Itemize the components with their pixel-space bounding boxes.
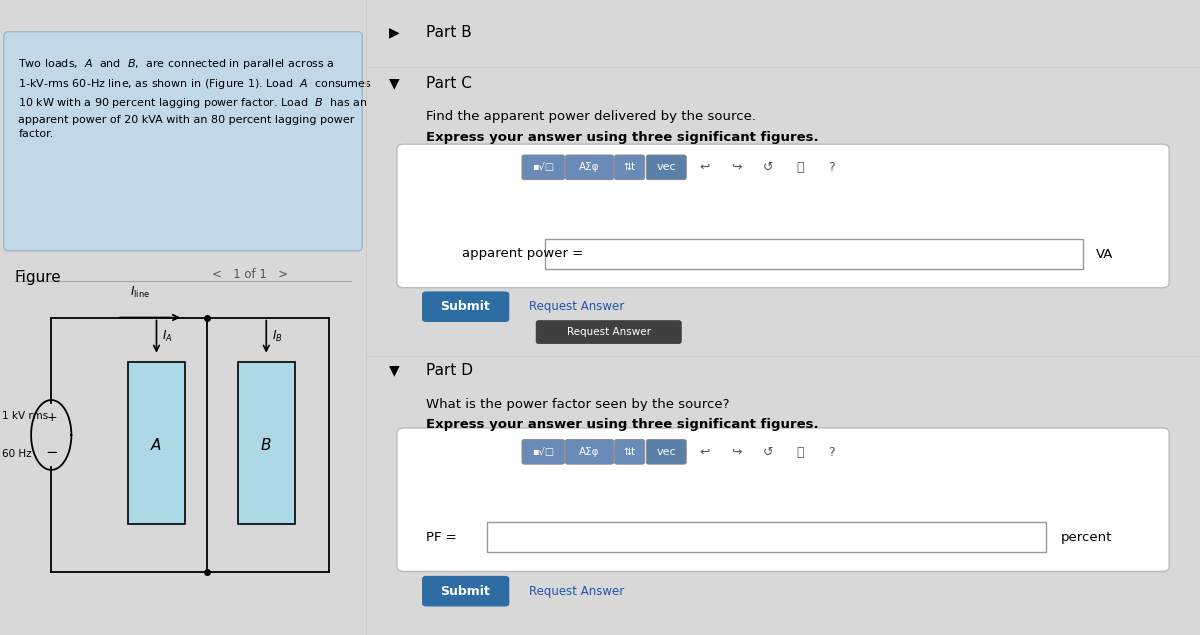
Text: What is the power factor seen by the source?: What is the power factor seen by the sou… [426,398,730,410]
FancyBboxPatch shape [522,439,564,464]
FancyBboxPatch shape [614,155,644,180]
Text: Submit: Submit [440,300,490,313]
Text: ?: ? [828,161,835,174]
Text: AΣφ: AΣφ [580,447,600,457]
Text: Find the apparent power delivered by the source.: Find the apparent power delivered by the… [426,110,756,123]
Text: apparent power =: apparent power = [462,248,583,260]
Text: 60 Hz: 60 Hz [2,449,31,459]
Text: PF =: PF = [426,531,457,544]
Text: Part D: Part D [426,363,473,378]
FancyBboxPatch shape [128,362,185,524]
Text: Request Answer: Request Answer [529,300,624,313]
Text: ⬜: ⬜ [796,446,804,458]
Text: ▼: ▼ [389,363,400,377]
Text: Request Answer: Request Answer [529,585,624,598]
Text: ↩: ↩ [700,446,710,458]
FancyBboxPatch shape [238,362,295,524]
Text: ▶: ▶ [389,25,400,39]
Text: +: + [47,411,58,424]
Text: Part C: Part C [426,76,472,91]
Text: $A$: $A$ [150,436,162,453]
Text: ↩: ↩ [700,161,710,174]
Text: Express your answer using three significant figures.: Express your answer using three signific… [426,418,818,431]
Text: Express your answer using three significant figures.: Express your answer using three signific… [426,131,818,144]
Text: ⇅t: ⇅t [624,163,636,172]
FancyBboxPatch shape [536,321,682,344]
Text: Two loads,  $A$  and  $B$,  are connected in parallel across a
1-kV‑rms 60-Hz li: Two loads, $A$ and $B$, are connected in… [18,57,372,139]
FancyBboxPatch shape [614,439,644,464]
FancyBboxPatch shape [422,292,509,321]
Text: ▪√□: ▪√□ [532,447,554,457]
FancyBboxPatch shape [647,439,686,464]
FancyBboxPatch shape [487,522,1045,552]
Text: Part B: Part B [426,25,472,41]
FancyBboxPatch shape [545,239,1084,269]
Text: 1 kV rms: 1 kV rms [2,411,48,421]
Text: ⬜: ⬜ [796,161,804,174]
Text: percent: percent [1061,531,1112,544]
FancyBboxPatch shape [422,577,509,606]
Text: ↪: ↪ [731,161,742,174]
Text: $I_B$: $I_B$ [272,329,282,344]
Text: ↺: ↺ [763,446,773,458]
Text: Request Answer: Request Answer [566,327,650,337]
Text: ⇅t: ⇅t [624,447,636,457]
FancyBboxPatch shape [565,155,613,180]
Text: $I_A$: $I_A$ [162,329,173,344]
Text: ▼: ▼ [389,76,400,90]
FancyBboxPatch shape [647,155,686,180]
Text: ↪: ↪ [731,446,742,458]
FancyBboxPatch shape [397,428,1169,572]
FancyBboxPatch shape [4,32,362,251]
Text: AΣφ: AΣφ [580,163,600,172]
Text: ?: ? [828,446,835,458]
Text: $I_{\mathrm{line}}$: $I_{\mathrm{line}}$ [130,285,150,300]
Text: <   1 of 1   >: < 1 of 1 > [212,268,288,281]
Text: Figure: Figure [14,270,61,285]
Text: Submit: Submit [440,585,490,598]
Text: −: − [46,445,59,460]
Text: ↺: ↺ [763,161,773,174]
Text: vec: vec [656,447,676,457]
FancyBboxPatch shape [397,144,1169,288]
FancyBboxPatch shape [522,155,564,180]
FancyBboxPatch shape [565,439,613,464]
Text: $B$: $B$ [260,436,272,453]
Text: ▪√□: ▪√□ [532,163,554,172]
Text: vec: vec [656,163,676,172]
Text: VA: VA [1096,248,1114,260]
